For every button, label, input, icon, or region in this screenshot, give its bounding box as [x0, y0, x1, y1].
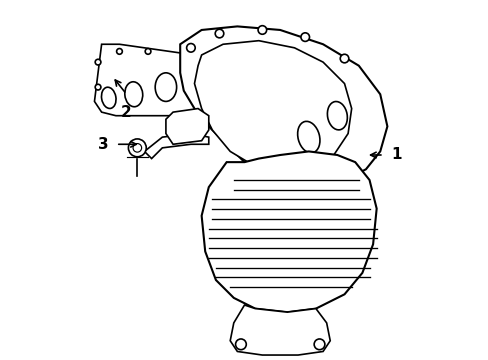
Ellipse shape	[297, 121, 319, 153]
Polygon shape	[165, 109, 208, 144]
Circle shape	[95, 84, 101, 90]
Circle shape	[133, 144, 142, 152]
Circle shape	[300, 33, 309, 41]
Ellipse shape	[192, 67, 210, 93]
Ellipse shape	[155, 73, 176, 102]
Circle shape	[258, 26, 266, 34]
FancyBboxPatch shape	[219, 71, 228, 80]
Circle shape	[95, 59, 101, 65]
Polygon shape	[201, 152, 376, 312]
Polygon shape	[223, 55, 244, 69]
Circle shape	[188, 52, 193, 58]
Ellipse shape	[327, 102, 346, 130]
Circle shape	[128, 139, 146, 157]
Circle shape	[224, 56, 229, 62]
Ellipse shape	[102, 87, 116, 108]
Polygon shape	[144, 134, 208, 158]
Text: 2: 2	[121, 105, 132, 120]
Circle shape	[145, 49, 151, 54]
Ellipse shape	[124, 82, 142, 107]
Circle shape	[215, 29, 224, 38]
Circle shape	[340, 54, 348, 63]
Circle shape	[186, 44, 195, 52]
Polygon shape	[94, 44, 251, 116]
Circle shape	[235, 339, 246, 350]
Circle shape	[116, 49, 122, 54]
Text: 3: 3	[98, 137, 108, 152]
Circle shape	[313, 339, 324, 350]
Polygon shape	[230, 305, 329, 355]
Text: 1: 1	[390, 148, 401, 162]
Polygon shape	[194, 41, 351, 169]
Polygon shape	[180, 26, 386, 184]
